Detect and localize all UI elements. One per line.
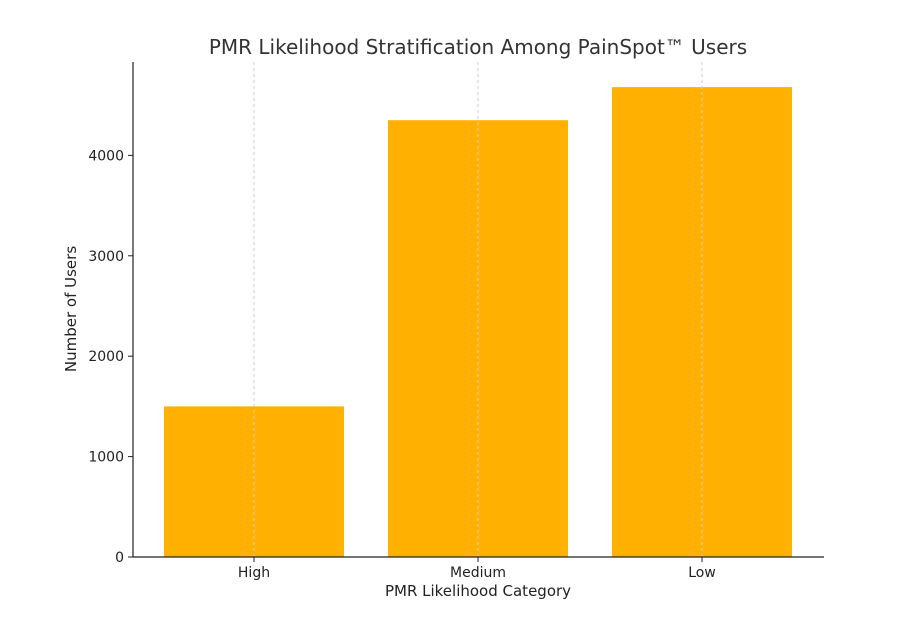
x-ticks: High Medium Low: [238, 557, 716, 581]
y-axis-label: Number of Users: [62, 246, 80, 372]
y-tick-label-0: 0: [115, 550, 124, 566]
grid-lines: [253, 62, 703, 557]
x-tick-label-high: High: [238, 565, 270, 581]
y-tick-label-1000: 1000: [88, 450, 124, 466]
x-axis-label: PMR Likelihood Category: [385, 582, 571, 600]
x-tick-label-low: Low: [688, 565, 716, 581]
y-ticks: 0 1000 2000 3000 4000: [88, 148, 133, 566]
y-tick-label-4000: 4000: [88, 148, 124, 164]
chart-title: PMR Likelihood Stratification Among Pain…: [209, 35, 747, 59]
y-tick-label-2000: 2000: [88, 349, 124, 365]
y-tick-label-3000: 3000: [88, 249, 124, 265]
x-tick-label-medium: Medium: [450, 565, 506, 581]
